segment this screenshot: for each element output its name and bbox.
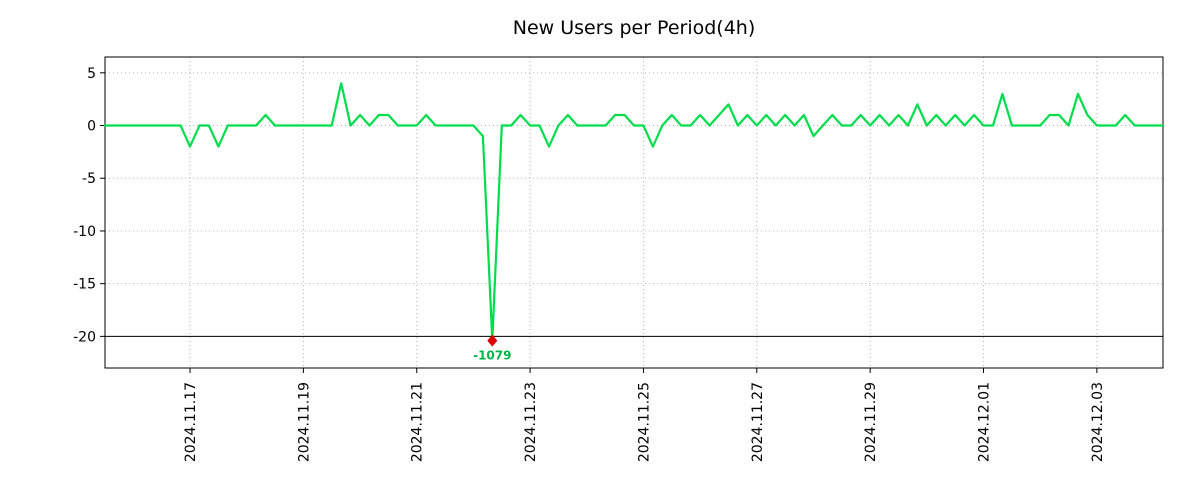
x-tick-label: 2024.11.17 (183, 382, 199, 462)
y-tick-label: -10 (73, 224, 96, 240)
x-tick-label: 2024.11.29 (863, 382, 879, 462)
x-tick-label: 2024.11.25 (636, 382, 652, 462)
min-point-marker (487, 334, 498, 347)
x-tick-label: 2024.12.01 (977, 382, 993, 462)
x-tick-label: 2024.11.21 (410, 382, 426, 462)
plot-border (104, 56, 1164, 369)
y-tick-label: 0 (87, 119, 96, 135)
x-tick-label: 2024.11.19 (296, 382, 312, 462)
data-line (103, 82, 1165, 342)
min-value-annotation: -1079 (473, 349, 511, 363)
y-tick-label: -15 (73, 277, 96, 293)
y-tick-label: -20 (73, 329, 96, 345)
y-tick-label: -5 (82, 171, 96, 187)
chart-title: New Users per Period(4h) (513, 17, 756, 39)
y-tick-label: 5 (87, 66, 96, 82)
x-tick-label: 2024.12.03 (1090, 382, 1106, 462)
x-tick-label: 2024.11.27 (750, 382, 766, 462)
x-tick-label: 2024.11.23 (523, 382, 539, 462)
